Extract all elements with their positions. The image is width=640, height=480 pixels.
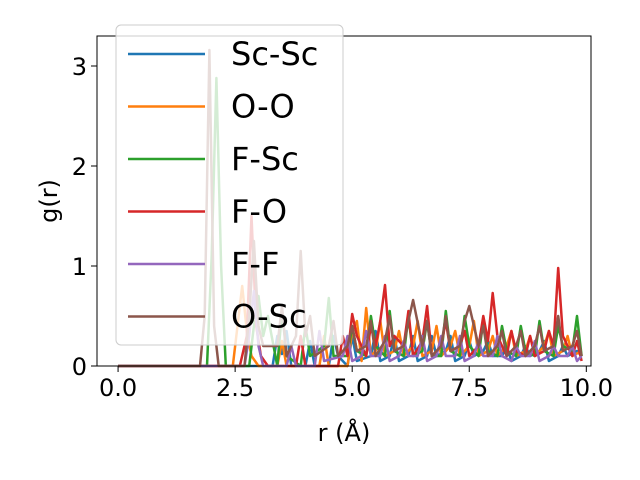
x-tick-label: 0.0: [99, 374, 137, 402]
legend-label-o-o: O-O: [231, 88, 295, 126]
legend-label-o-sc: O-Sc: [231, 298, 307, 336]
x-tick-label: 10.0: [560, 374, 613, 402]
y-axis: 0 1 2 3: [72, 53, 97, 381]
legend-label-f-sc: F-Sc: [231, 140, 299, 178]
legend-label-sc-sc: Sc-Sc: [231, 35, 318, 73]
x-tick-label: 5.0: [333, 374, 371, 402]
x-axis: 0.0 2.5 5.0 7.5 10.0: [99, 366, 613, 402]
y-tick-label: 2: [72, 153, 87, 181]
y-tick-label: 3: [72, 53, 87, 81]
legend: Sc-Sc O-O F-Sc F-O F-F O-Sc: [115, 24, 344, 346]
series-line-o-sc: [118, 48, 583, 368]
series-line-f-o: [118, 214, 583, 368]
x-tick-label: 7.5: [450, 374, 488, 402]
legend-label-f-o: F-O: [231, 193, 287, 231]
y-tick-label: 0: [72, 353, 87, 381]
plot-frame: [96, 35, 592, 367]
x-axis-label: r (Å): [318, 418, 371, 447]
y-axis-label: g(r): [35, 179, 63, 223]
y-tick-label: 1: [72, 253, 87, 281]
legend-frame: [115, 24, 344, 346]
x-tick-label: 2.5: [216, 374, 254, 402]
legend-label-f-f: F-F: [231, 245, 279, 283]
